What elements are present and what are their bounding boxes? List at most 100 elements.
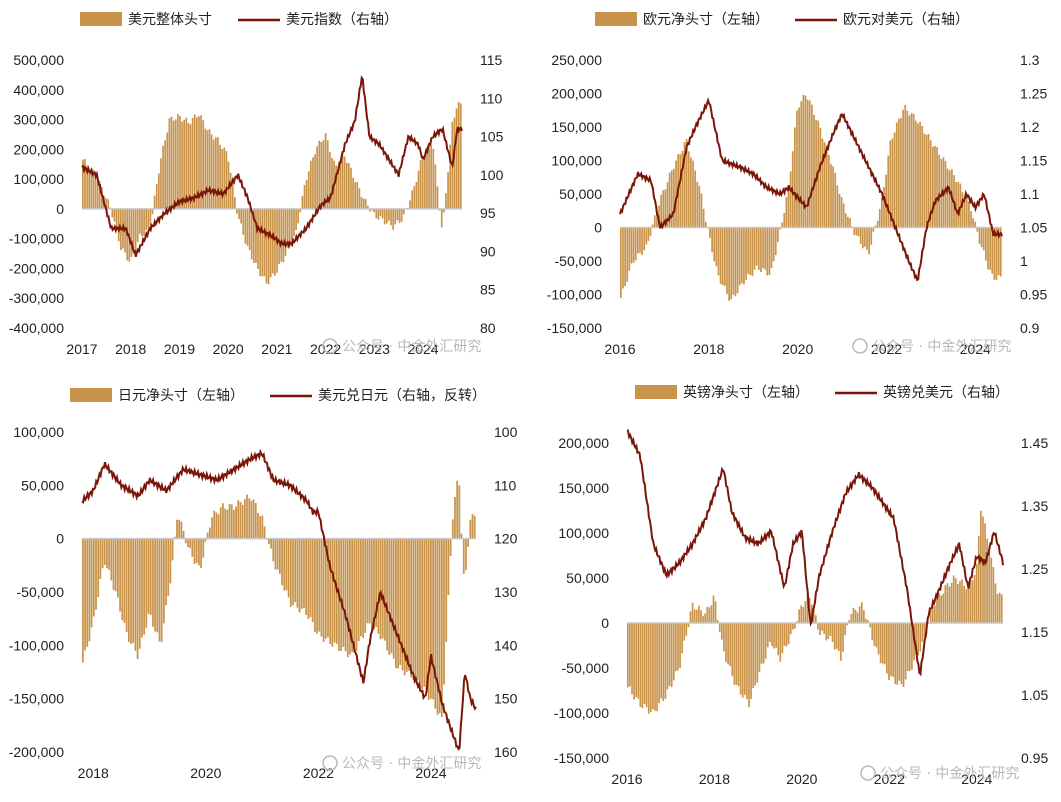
bar-mark	[777, 227, 779, 242]
right-axis: 1.3 1.25 1.2 1.15 1.1 1.05 1 0.95 0.9	[1020, 52, 1047, 336]
bar-mark	[322, 538, 325, 642]
bar-mark	[312, 157, 314, 209]
left-tick-label: -300,000	[9, 290, 64, 306]
bar-mark	[840, 197, 843, 228]
bar-mark	[145, 208, 148, 230]
bar-mark	[193, 114, 196, 209]
left-tick-label: 500,000	[13, 52, 64, 68]
bar-mark	[942, 593, 945, 623]
bar-mark	[672, 623, 675, 681]
bar-mark	[204, 128, 207, 209]
bar-mark	[124, 208, 126, 253]
bar-mark	[409, 200, 411, 209]
bar-mark	[798, 609, 800, 623]
bar-mark	[235, 506, 237, 539]
x-tick-label: 2016	[604, 341, 635, 357]
bar-mark	[709, 227, 711, 238]
right-tick-label: 140	[494, 637, 518, 653]
bar-mark	[134, 208, 137, 252]
x-axis: 2017 2018 2019 2020 2021 2022 2023 2024	[66, 341, 438, 357]
bar-mark	[268, 538, 270, 545]
bar-mark	[984, 523, 986, 623]
bar-mark	[95, 538, 97, 610]
bar-mark	[961, 579, 963, 623]
bar-mark	[110, 538, 113, 581]
x-tick-label: 2018	[693, 341, 724, 357]
bar-mark	[377, 538, 380, 634]
bar-mark	[86, 538, 89, 647]
left-tick-label: 50,000	[566, 570, 609, 586]
bar-mark	[694, 170, 696, 228]
bar-mark	[84, 538, 86, 651]
watermark-text: 公众号 · 中金外汇研究	[880, 766, 1019, 782]
bar-mark	[923, 623, 926, 638]
bar-mark	[643, 227, 646, 251]
bar-mark	[261, 515, 264, 539]
bar-mark	[421, 538, 424, 690]
bar-mark	[185, 117, 188, 209]
right-tick-label: 1.45	[1021, 435, 1048, 451]
bar-mark	[99, 538, 102, 579]
bar-mark	[329, 152, 331, 209]
bar-mark	[105, 198, 107, 209]
bar-mark	[653, 215, 656, 228]
bar-mark	[369, 208, 371, 212]
bar-mark	[796, 621, 798, 623]
bar-mark	[108, 538, 111, 570]
bar-mark	[988, 552, 991, 623]
bar-mark	[310, 160, 312, 209]
bar-mark	[758, 623, 761, 672]
bar-mark	[121, 538, 124, 621]
bar-mark	[772, 227, 775, 262]
bar-mark	[754, 623, 757, 686]
wechat-icon	[322, 755, 338, 771]
bar-mark	[355, 538, 358, 651]
bar-mark	[324, 538, 327, 639]
right-tick-label: 110	[494, 477, 517, 493]
bar-mark	[785, 196, 788, 228]
bar-mark	[289, 538, 292, 607]
bar-mark	[219, 144, 221, 209]
bar-mark	[326, 140, 329, 209]
bar-mark	[234, 197, 236, 209]
bar-mark	[702, 208, 705, 228]
bar-mark	[829, 623, 832, 636]
bar-mark	[341, 155, 344, 209]
bar-mark	[191, 117, 194, 209]
left-tick-label: -150,000	[547, 320, 602, 336]
bar-mark	[147, 208, 150, 229]
bar-mark	[876, 220, 879, 228]
bar-mark	[624, 227, 626, 287]
bar-mark	[998, 592, 1001, 623]
bar-mark	[403, 538, 406, 676]
bar-mark	[738, 227, 741, 286]
bar-mark	[390, 538, 393, 654]
bar-mark	[677, 623, 679, 671]
right-tick-label: 1.15	[1021, 624, 1048, 640]
left-axis: 250,000 200,000 150,000 100,000 50,000 0 -50,0…	[547, 52, 602, 336]
legend-bar-swatch	[70, 388, 112, 402]
left-tick-label: 200,000	[558, 435, 609, 451]
x-tick-label: 2018	[115, 341, 146, 357]
left-tick-label: 50,000	[21, 477, 64, 493]
wechat-icon	[860, 765, 876, 781]
bar-mark	[923, 133, 926, 228]
bar-mark	[670, 623, 673, 687]
bar-mark	[681, 151, 684, 228]
bar-series	[620, 94, 1002, 301]
bar-mark	[147, 538, 150, 614]
bar-mark	[963, 585, 965, 623]
bar-mark	[850, 614, 853, 623]
bar-mark	[673, 168, 675, 228]
bar-mark	[434, 538, 437, 709]
usd-position-chart: 500,000 400,000 300,000 200,000 100,000 0 -100…	[9, 12, 504, 357]
bar-mark	[702, 616, 704, 623]
bar-mark	[399, 538, 402, 665]
eur-position-chart: 250,000 200,000 150,000 100,000 50,000 0 -50,0…	[547, 12, 1047, 357]
x-tick-label: 2024	[961, 771, 992, 787]
bar-mark	[994, 583, 997, 623]
bar-mark	[114, 538, 117, 592]
bar-mark	[145, 538, 148, 628]
left-tick-label: 50,000	[559, 186, 602, 202]
bar-mark	[645, 623, 648, 708]
